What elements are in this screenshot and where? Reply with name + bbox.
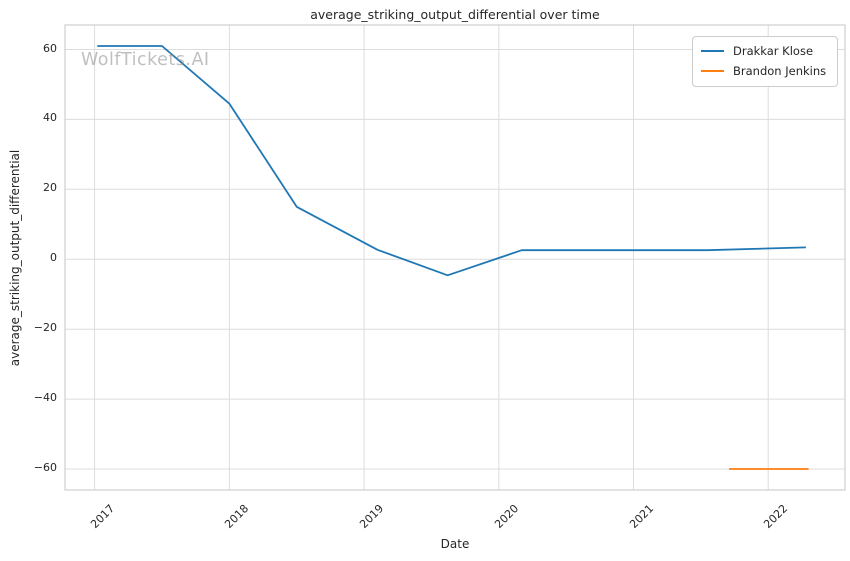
- legend-item-brandon-jenkins: Brandon Jenkins: [701, 61, 829, 81]
- series-line-drakkar-klose: [97, 45, 806, 277]
- legend: Drakkar Klose Brandon Jenkins: [692, 36, 838, 87]
- y-tick-label: −20: [33, 321, 57, 335]
- legend-line-swatch: [701, 50, 724, 52]
- y-tick-label: −40: [33, 391, 57, 405]
- x-axis-label: Date: [440, 537, 470, 551]
- legend-line-swatch: [701, 70, 724, 72]
- legend-item-drakkar-klose: Drakkar Klose: [701, 41, 829, 61]
- y-tick-label: 20: [43, 181, 57, 195]
- y-tick-label: 40: [43, 111, 57, 125]
- chart-title: average_striking_output_differential ove…: [310, 7, 600, 22]
- legend-label: Drakkar Klose: [733, 44, 814, 58]
- watermark: WolfTickets.AI: [81, 50, 210, 70]
- legend-label: Brandon Jenkins: [733, 64, 827, 78]
- y-tick-label: 0: [50, 251, 57, 265]
- axes-frame: [64, 24, 846, 491]
- y-tick-label: −60: [33, 461, 57, 474]
- y-tick-label: 60: [43, 41, 57, 55]
